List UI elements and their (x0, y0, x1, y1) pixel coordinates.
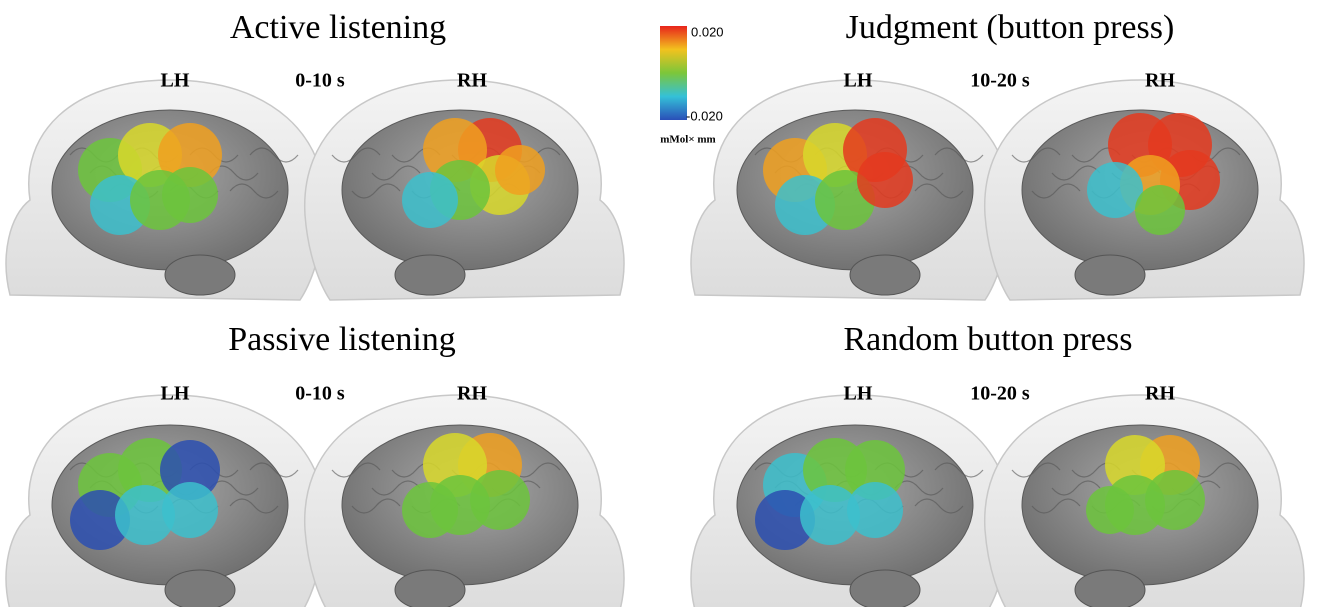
time-window: 10-20 s (970, 70, 1030, 92)
colorbar-unit: mMol× mm (660, 134, 715, 146)
activation (847, 482, 903, 538)
sulcus (1011, 147, 1061, 163)
brain-images (5, 79, 1305, 607)
panel-title: Random button press (844, 321, 1133, 358)
sulcus (1051, 165, 1101, 181)
activation (1135, 185, 1185, 235)
cerebellum (849, 254, 921, 296)
activation (1087, 162, 1143, 218)
panel-title: Passive listening (228, 321, 456, 358)
activation (402, 482, 458, 538)
activation (115, 485, 175, 545)
sulcus (1191, 462, 1241, 478)
activation (70, 490, 130, 550)
sulcus (1051, 480, 1101, 496)
cerebellum (849, 569, 921, 607)
cerebellum (394, 254, 466, 296)
time-window: 10-20 s (970, 383, 1030, 405)
hemisphere-left: LH (844, 383, 873, 405)
head (984, 79, 1305, 301)
activation (158, 123, 222, 187)
time-window: 0-10 s (295, 383, 345, 405)
head (304, 394, 625, 607)
hemisphere-left: LH (161, 383, 190, 405)
hemisphere-right: RH (457, 70, 487, 92)
sulcus (934, 147, 984, 163)
sulcus (371, 165, 421, 181)
cerebellum (1074, 254, 1146, 296)
activation (402, 172, 458, 228)
sulcus (1031, 498, 1081, 514)
hemisphere-left: LH (161, 70, 190, 92)
activation (800, 485, 860, 545)
cerebellum (394, 569, 466, 607)
activation (845, 440, 905, 500)
sulcus (351, 183, 401, 199)
sulcus (331, 462, 381, 478)
sulcus (371, 480, 421, 496)
head (690, 79, 1011, 301)
head (5, 394, 326, 607)
sulcus (331, 147, 381, 163)
head (5, 79, 326, 301)
activation (495, 145, 545, 195)
activation (857, 152, 913, 208)
cerebellum (1074, 569, 1146, 607)
sulcus (229, 498, 279, 514)
colorbar-max: 0.020 (691, 24, 724, 39)
sulcus (1011, 462, 1061, 478)
sulcus (249, 462, 299, 478)
sulcus (1031, 183, 1081, 199)
head (304, 79, 625, 301)
time-window: 0-10 s (295, 70, 345, 92)
cerebellum (164, 569, 236, 607)
sulcus (351, 498, 401, 514)
activation (162, 482, 218, 538)
activation (1086, 486, 1134, 534)
cerebellum (164, 254, 236, 296)
hemisphere-right: RH (1145, 383, 1175, 405)
head (690, 394, 1011, 607)
sulcus (229, 183, 279, 199)
panel-title: Active listening (230, 9, 446, 46)
sulcus (934, 462, 984, 478)
head (984, 394, 1305, 607)
sulcus (914, 183, 964, 199)
panel-title: Judgment (button press) (846, 9, 1175, 46)
sulcus (249, 147, 299, 163)
activation (160, 440, 220, 500)
colorbar (660, 26, 687, 120)
hemisphere-right: RH (457, 383, 487, 405)
activation (162, 167, 218, 223)
hemisphere-right: RH (1145, 70, 1175, 92)
sulcus (914, 498, 964, 514)
colorbar-min: -0.020 (686, 108, 723, 123)
hemisphere-left: LH (844, 70, 873, 92)
activation (755, 490, 815, 550)
